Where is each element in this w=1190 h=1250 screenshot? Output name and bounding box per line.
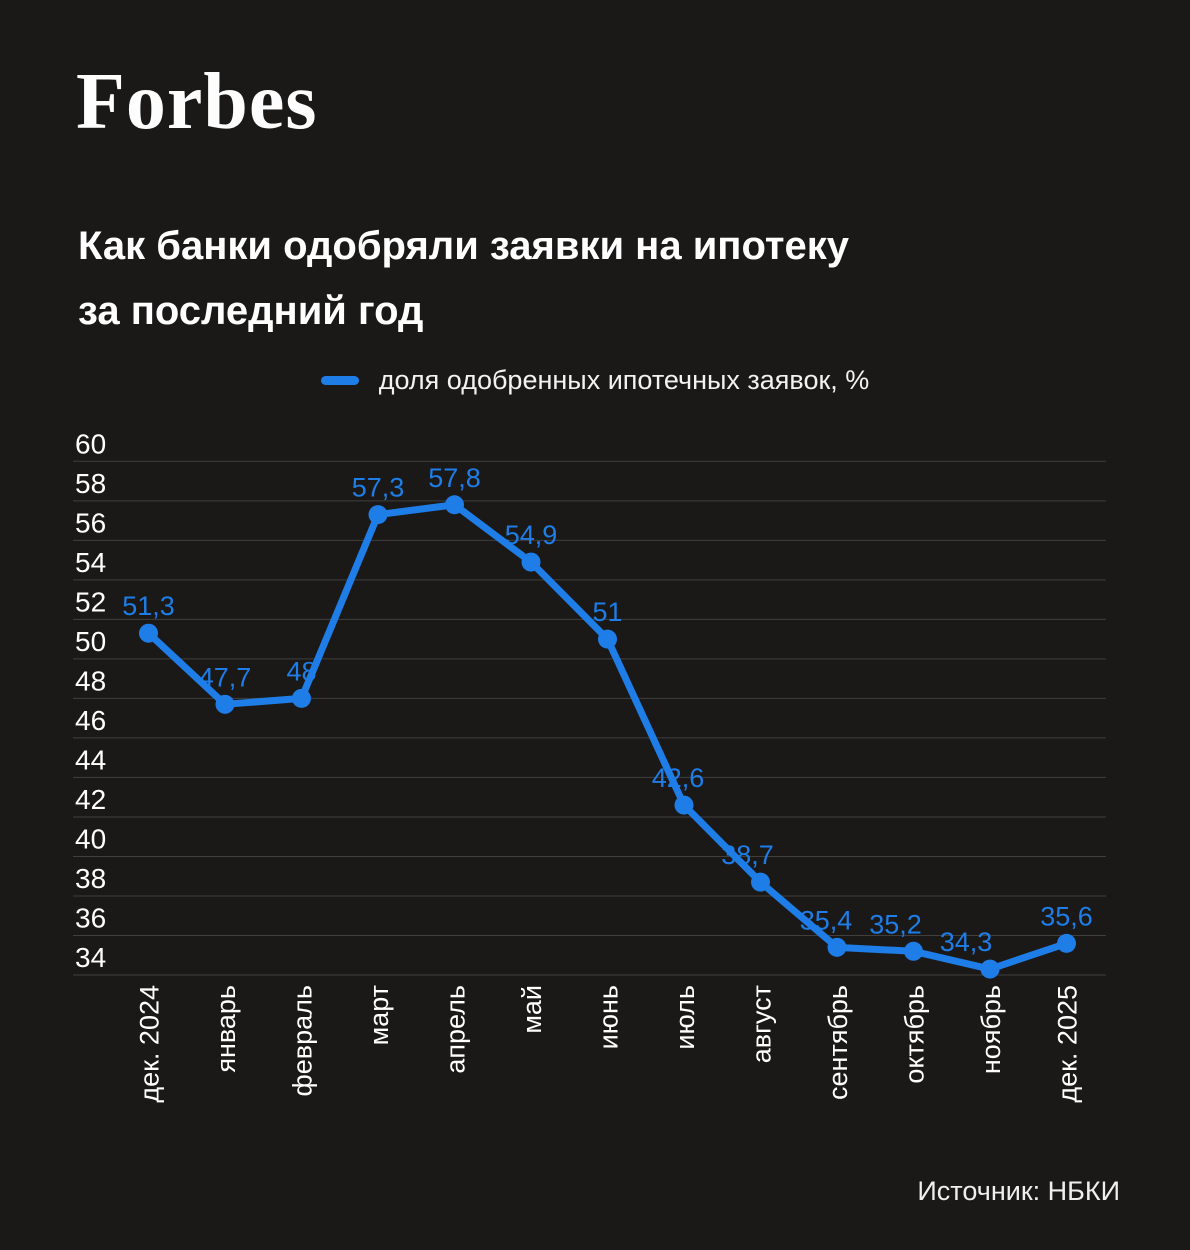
- x-tick-label: январь: [211, 985, 241, 1073]
- source-attribution: Источник: НБКИ: [917, 1176, 1120, 1206]
- y-tick-label: 34: [75, 942, 106, 973]
- x-tick-label: февраль: [288, 985, 318, 1096]
- y-tick-label: 48: [75, 665, 106, 696]
- value-label: 35,6: [1040, 901, 1093, 931]
- data-point: [1057, 933, 1076, 953]
- x-tick-label: сентябрь: [823, 985, 853, 1100]
- data-line: [145, 501, 1070, 973]
- legend-line-swatch: [320, 375, 359, 385]
- value-label: 51,3: [122, 591, 175, 621]
- value-label: 48: [286, 656, 316, 686]
- y-axis-labels: 34 36 38 40 42 44 46 48 50 52 54 56 58 60: [75, 428, 106, 973]
- y-tick-label: 58: [75, 468, 106, 499]
- y-tick-label: 50: [75, 626, 106, 657]
- chart-title-line2: за последний год: [78, 289, 424, 333]
- x-tick-label: дек. 2025: [1053, 985, 1083, 1103]
- data-point: [598, 629, 617, 649]
- y-tick-label: 38: [75, 863, 106, 894]
- data-point: [445, 495, 464, 515]
- data-point: [904, 941, 923, 961]
- data-point: [751, 872, 770, 892]
- value-label: 35,2: [869, 909, 922, 939]
- y-tick-label: 60: [75, 428, 106, 459]
- x-tick-label: апрель: [441, 985, 471, 1074]
- x-tick-label: октябрь: [900, 985, 930, 1084]
- value-label: 47,7: [199, 662, 252, 692]
- value-label: 34,3: [940, 927, 993, 957]
- legend-label: доля одобренных ипотечных заявок, %: [378, 364, 870, 395]
- value-label: 57,3: [352, 473, 405, 503]
- data-point: [292, 688, 311, 708]
- x-tick-label: август: [747, 985, 777, 1063]
- chart-title-line1: Как банки одобряли заявки на ипотеку: [78, 224, 849, 268]
- x-tick-label: ноябрь: [976, 985, 1006, 1074]
- gridlines: [73, 460, 1106, 976]
- value-label: 51: [592, 597, 622, 627]
- data-points: [139, 495, 1076, 979]
- data-point: [521, 552, 541, 572]
- data-point: [215, 694, 235, 714]
- value-label: 38,7: [721, 840, 774, 870]
- value-label: 35,4: [800, 905, 853, 935]
- y-tick-label: 52: [75, 586, 106, 617]
- chart-title: Как банки одобряли заявки на ипотеку за …: [78, 214, 849, 344]
- forbes-logo: Forbes: [76, 58, 318, 146]
- x-tick-label: июль: [670, 985, 700, 1050]
- y-tick-label: 44: [75, 744, 106, 775]
- y-tick-label: 36: [75, 902, 106, 933]
- chart-legend: доля одобренных ипотечных заявок, %: [0, 364, 1190, 396]
- data-point: [674, 795, 694, 815]
- y-tick-label: 42: [75, 784, 106, 815]
- x-tick-label: июнь: [594, 985, 624, 1049]
- x-tick-label: май: [517, 985, 547, 1034]
- data-point: [827, 937, 847, 957]
- value-label: 42,6: [652, 763, 705, 793]
- x-axis-labels: дек. 2024 январь февраль март апрель май июнь и…: [135, 985, 1083, 1103]
- y-tick-label: 56: [75, 507, 106, 538]
- data-point: [139, 623, 158, 643]
- x-tick-label: март: [364, 985, 394, 1045]
- x-tick-label: дек. 2024: [135, 985, 165, 1103]
- y-tick-label: 40: [75, 823, 106, 854]
- value-labels: 51,3 47,7 48 57,3 57,8 54,9 51 42,6 38,7 35,4 35,2…: [122, 463, 1093, 957]
- data-point: [368, 505, 388, 525]
- data-point: [980, 959, 1000, 979]
- value-label: 57,8: [428, 463, 481, 493]
- value-label: 54,9: [505, 520, 558, 550]
- y-tick-label: 46: [75, 705, 106, 736]
- y-tick-label: 54: [75, 547, 106, 578]
